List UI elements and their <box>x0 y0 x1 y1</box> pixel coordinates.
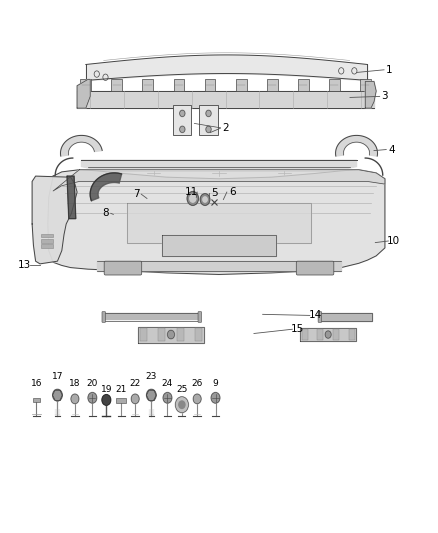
Circle shape <box>53 389 62 401</box>
Text: 5: 5 <box>211 188 218 198</box>
Polygon shape <box>67 176 76 219</box>
Polygon shape <box>81 160 357 169</box>
FancyBboxPatch shape <box>102 312 106 322</box>
FancyBboxPatch shape <box>173 79 184 91</box>
Text: 19: 19 <box>101 385 112 394</box>
Polygon shape <box>48 169 385 274</box>
FancyBboxPatch shape <box>41 244 53 248</box>
Text: 26: 26 <box>191 379 203 387</box>
Text: 18: 18 <box>69 379 81 387</box>
FancyBboxPatch shape <box>205 79 215 91</box>
Polygon shape <box>127 203 311 243</box>
Circle shape <box>211 392 220 403</box>
FancyBboxPatch shape <box>198 312 201 322</box>
FancyBboxPatch shape <box>236 79 247 91</box>
Polygon shape <box>336 135 378 156</box>
Text: 2: 2 <box>222 123 229 133</box>
Circle shape <box>179 401 185 408</box>
Polygon shape <box>319 313 372 321</box>
FancyBboxPatch shape <box>173 106 191 135</box>
FancyBboxPatch shape <box>142 79 153 91</box>
Circle shape <box>163 392 172 403</box>
FancyBboxPatch shape <box>333 329 339 340</box>
FancyBboxPatch shape <box>41 233 53 237</box>
FancyBboxPatch shape <box>360 79 371 91</box>
Circle shape <box>88 392 97 403</box>
Circle shape <box>200 193 210 205</box>
FancyBboxPatch shape <box>177 328 184 341</box>
Circle shape <box>180 126 185 133</box>
FancyBboxPatch shape <box>349 329 354 340</box>
FancyBboxPatch shape <box>158 328 165 341</box>
Text: 6: 6 <box>229 187 235 197</box>
FancyBboxPatch shape <box>81 79 91 91</box>
Text: 15: 15 <box>291 324 304 334</box>
FancyBboxPatch shape <box>267 79 278 91</box>
FancyBboxPatch shape <box>140 328 147 341</box>
Circle shape <box>180 110 185 117</box>
Circle shape <box>131 394 139 403</box>
Polygon shape <box>103 313 199 316</box>
Polygon shape <box>365 82 376 108</box>
FancyBboxPatch shape <box>111 79 122 91</box>
Circle shape <box>193 394 201 403</box>
Polygon shape <box>90 173 122 201</box>
Text: 8: 8 <box>102 208 109 219</box>
Polygon shape <box>77 79 90 108</box>
Text: 7: 7 <box>133 189 139 199</box>
Polygon shape <box>60 135 102 156</box>
Circle shape <box>71 394 79 403</box>
Text: 11: 11 <box>185 187 198 197</box>
Circle shape <box>206 126 211 133</box>
FancyBboxPatch shape <box>104 261 142 275</box>
FancyBboxPatch shape <box>329 79 340 91</box>
FancyBboxPatch shape <box>318 312 321 322</box>
Polygon shape <box>138 327 204 343</box>
Polygon shape <box>162 235 276 256</box>
Text: 24: 24 <box>162 379 173 387</box>
FancyBboxPatch shape <box>41 239 53 243</box>
FancyBboxPatch shape <box>302 329 308 340</box>
Circle shape <box>147 389 156 401</box>
Text: 22: 22 <box>130 379 141 387</box>
Circle shape <box>325 331 331 338</box>
Text: 3: 3 <box>381 91 388 101</box>
FancyBboxPatch shape <box>195 328 202 341</box>
Circle shape <box>206 110 211 117</box>
Text: 9: 9 <box>212 379 219 387</box>
Text: 4: 4 <box>388 144 395 155</box>
Text: 21: 21 <box>116 385 127 394</box>
FancyBboxPatch shape <box>33 398 40 401</box>
Text: 16: 16 <box>31 379 42 387</box>
Text: 14: 14 <box>308 310 321 320</box>
FancyBboxPatch shape <box>116 398 127 403</box>
Text: 25: 25 <box>176 385 187 394</box>
Polygon shape <box>32 176 77 264</box>
Polygon shape <box>103 316 199 319</box>
Text: 23: 23 <box>146 372 157 381</box>
Text: 13: 13 <box>18 261 32 270</box>
FancyBboxPatch shape <box>296 261 334 275</box>
Text: 10: 10 <box>387 236 400 246</box>
Text: 1: 1 <box>386 65 392 75</box>
Polygon shape <box>53 169 385 191</box>
Circle shape <box>102 394 111 405</box>
Circle shape <box>203 197 207 202</box>
Polygon shape <box>97 261 341 271</box>
FancyBboxPatch shape <box>199 106 218 135</box>
Polygon shape <box>300 328 356 341</box>
Circle shape <box>175 397 188 413</box>
Circle shape <box>190 195 196 202</box>
Text: 20: 20 <box>87 379 98 387</box>
FancyBboxPatch shape <box>318 329 323 340</box>
FancyBboxPatch shape <box>298 79 309 91</box>
Circle shape <box>167 330 174 339</box>
Circle shape <box>187 191 198 205</box>
Text: 17: 17 <box>52 372 63 381</box>
